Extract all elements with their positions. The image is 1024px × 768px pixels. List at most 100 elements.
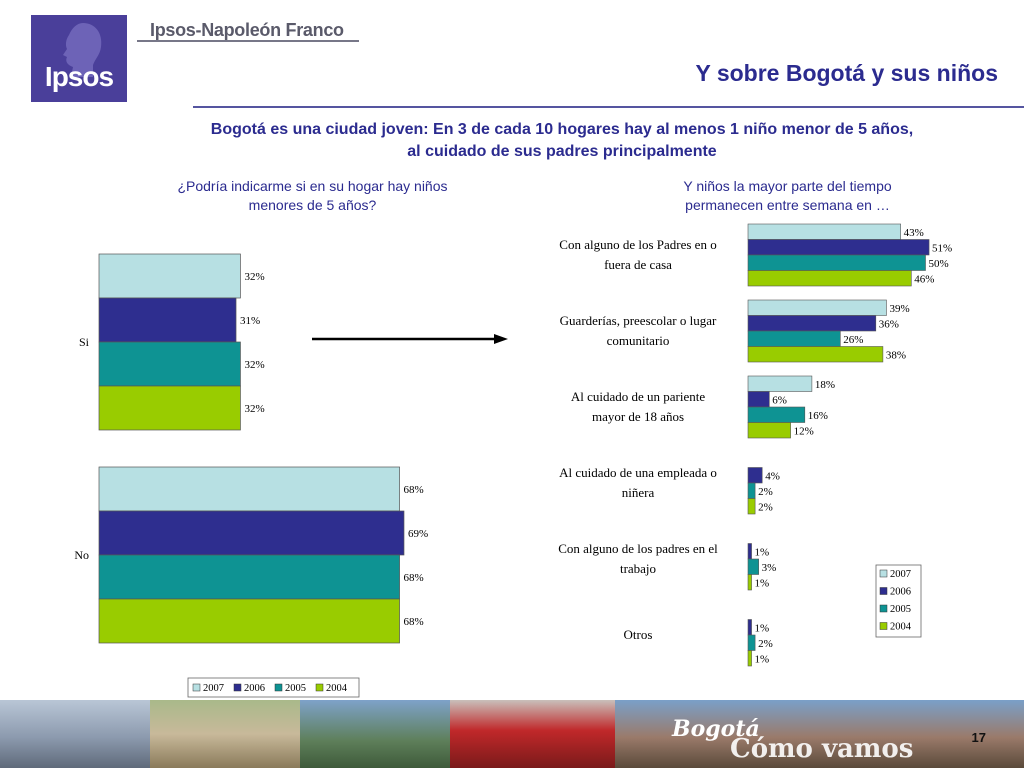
right-question-line-2: permanecen entre semana en … bbox=[685, 197, 890, 213]
city-photo bbox=[0, 700, 150, 768]
people-photo bbox=[615, 700, 1024, 768]
bar-no-2004 bbox=[98, 598, 400, 644]
bar-cat2-2005 bbox=[747, 330, 841, 347]
bar-si-2005 bbox=[98, 341, 241, 387]
category-label-cat2-line2: comunitario bbox=[607, 333, 670, 348]
data-label-cat2-2006: 36% bbox=[879, 319, 899, 331]
data-label-no-2005: 68% bbox=[404, 572, 424, 584]
building-photo bbox=[150, 700, 300, 768]
left-question-line-1: ¿Podría indicarme si en su hogar hay niñ… bbox=[177, 178, 448, 194]
hill-photo bbox=[300, 700, 450, 768]
page-number: 17 bbox=[971, 730, 986, 745]
bar-no-2006 bbox=[98, 510, 405, 556]
legend-swatch-2006 bbox=[233, 683, 242, 692]
category-label-si: Si bbox=[79, 335, 90, 349]
brand-name: Ipsos-Napoleón Franco bbox=[150, 20, 344, 40]
category-label-cat4-line1: Al cuidado de una empleada o bbox=[559, 465, 717, 480]
data-label-no-2004: 68% bbox=[404, 616, 424, 628]
right-legend: 2007 2006 2005 2004 bbox=[875, 564, 922, 638]
charts-canvas: 32% 31% 32% 32% Si 68% 69% 68% 68% No 2007 2006 2005… bbox=[74, 223, 952, 698]
legend-label-2005: 2005 bbox=[890, 604, 911, 615]
legend-swatch-2005 bbox=[879, 604, 888, 613]
bar-cat3-2005 bbox=[747, 406, 806, 423]
bus-photo bbox=[450, 700, 615, 768]
data-label-si-2004: 32% bbox=[244, 403, 264, 415]
data-label-cat3-2004: 12% bbox=[794, 426, 814, 438]
bar-cat2-2007 bbox=[747, 299, 887, 316]
left-question-line-2: menores de 5 años? bbox=[248, 197, 377, 213]
data-label-no-2006: 69% bbox=[408, 528, 428, 540]
arrow-connector bbox=[312, 334, 508, 344]
bar-cat4-2006 bbox=[747, 467, 763, 484]
data-label-cat5-2006: 1% bbox=[755, 547, 770, 559]
ipsos-logo: Ipsos bbox=[31, 15, 127, 102]
data-label-cat1-2007: 43% bbox=[904, 227, 924, 239]
category-label-cat3-line2: mayor de 18 años bbox=[592, 409, 684, 424]
bar-cat6-2006 bbox=[747, 619, 752, 636]
legend-swatch-2007 bbox=[879, 569, 888, 578]
data-label-cat2-2007: 39% bbox=[889, 303, 909, 315]
legend-label-2005: 2005 bbox=[285, 683, 306, 694]
data-label-si-2005: 32% bbox=[244, 359, 264, 371]
bar-cat3-2006 bbox=[747, 391, 770, 408]
data-label-cat1-2006: 51% bbox=[932, 243, 952, 255]
page-title: Y sobre Bogotá y sus niños bbox=[695, 60, 998, 86]
legend-label-2006: 2006 bbox=[890, 587, 911, 598]
category-label-cat6-line1: Otros bbox=[624, 627, 653, 642]
legend-label-2007: 2007 bbox=[890, 569, 911, 580]
bar-cat3-2007 bbox=[747, 375, 813, 392]
category-label-cat5-line1: Con alguno de los padres en el bbox=[558, 541, 718, 556]
legend-swatch-2007 bbox=[192, 683, 201, 692]
legend-swatch-2004 bbox=[315, 683, 324, 692]
category-label-cat1-line1: Con alguno de los Padres en o bbox=[559, 237, 716, 252]
data-label-cat1-2004: 46% bbox=[914, 274, 934, 286]
left-legend: 2007 2006 2005 2004 bbox=[187, 677, 360, 698]
bar-cat2-2004 bbox=[747, 346, 884, 363]
bar-cat1-2006 bbox=[747, 239, 930, 256]
bar-no-2007 bbox=[98, 466, 400, 512]
data-label-cat3-2005: 16% bbox=[808, 410, 828, 422]
legend-swatch-2006 bbox=[879, 587, 888, 595]
banner-word-como-vamos: Cómo vamos bbox=[730, 734, 914, 764]
title-divider bbox=[193, 106, 1024, 108]
category-label-no: No bbox=[74, 548, 89, 562]
data-label-cat1-2005: 50% bbox=[929, 258, 949, 270]
data-label-cat6-2005: 2% bbox=[758, 638, 773, 650]
right-bar-chart: 43% 51% 50% 46% Con alguno de los Padres en … bbox=[558, 223, 952, 667]
bar-cat2-2006 bbox=[747, 315, 877, 332]
right-question: Y niños la mayor parte del tiempo perman… bbox=[630, 177, 945, 215]
face-silhouette-icon bbox=[63, 23, 102, 77]
bar-no-2005 bbox=[98, 554, 400, 600]
subtitle-line-1: Bogotá es una ciudad joven: En 3 de cada… bbox=[210, 121, 914, 138]
legend-label-2004: 2004 bbox=[326, 683, 348, 694]
bar-cat1-2007 bbox=[747, 223, 901, 240]
data-label-cat5-2004: 1% bbox=[755, 578, 770, 590]
subtitle-line-2: al cuidado de sus padres principalmente bbox=[407, 143, 717, 160]
data-label-si-2006: 31% bbox=[240, 315, 260, 327]
brand-underline bbox=[137, 40, 359, 42]
bar-si-2007 bbox=[98, 253, 241, 299]
category-label-cat2-line1: Guarderías, preescolar o lugar bbox=[560, 313, 717, 328]
bar-si-2006 bbox=[98, 297, 237, 343]
legend-swatch-2004 bbox=[879, 622, 888, 630]
category-label-cat1-line2: fuera de casa bbox=[604, 257, 672, 272]
data-label-cat3-2007: 18% bbox=[815, 379, 835, 391]
bar-cat1-2004 bbox=[747, 270, 912, 287]
data-label-cat5-2005: 3% bbox=[762, 562, 777, 574]
left-bar-chart: 32% 31% 32% 32% Si 68% 69% 68% 68% No 2007 2006 2005… bbox=[74, 253, 428, 698]
photo-banner bbox=[0, 700, 1024, 768]
data-label-cat4-2006: 4% bbox=[765, 471, 780, 483]
left-question: ¿Podría indicarme si en su hogar hay niñ… bbox=[140, 177, 485, 215]
data-label-si-2007: 32% bbox=[244, 271, 264, 283]
category-label-cat3-line1: Al cuidado de un pariente bbox=[571, 389, 706, 404]
bar-cat6-2005 bbox=[747, 634, 756, 651]
data-label-cat4-2004: 2% bbox=[758, 502, 773, 514]
bar-cat4-2005 bbox=[747, 482, 756, 499]
bar-cat1-2005 bbox=[747, 254, 926, 271]
banner-word-bogota: Bogotá bbox=[672, 716, 760, 742]
category-label-cat4-line2: niñera bbox=[622, 485, 655, 500]
right-question-line-1: Y niños la mayor parte del tiempo bbox=[683, 178, 892, 194]
subtitle: Bogotá es una ciudad joven: En 3 de cada… bbox=[100, 119, 1024, 163]
data-label-cat6-2006: 1% bbox=[755, 623, 770, 635]
legend-box bbox=[187, 677, 360, 698]
